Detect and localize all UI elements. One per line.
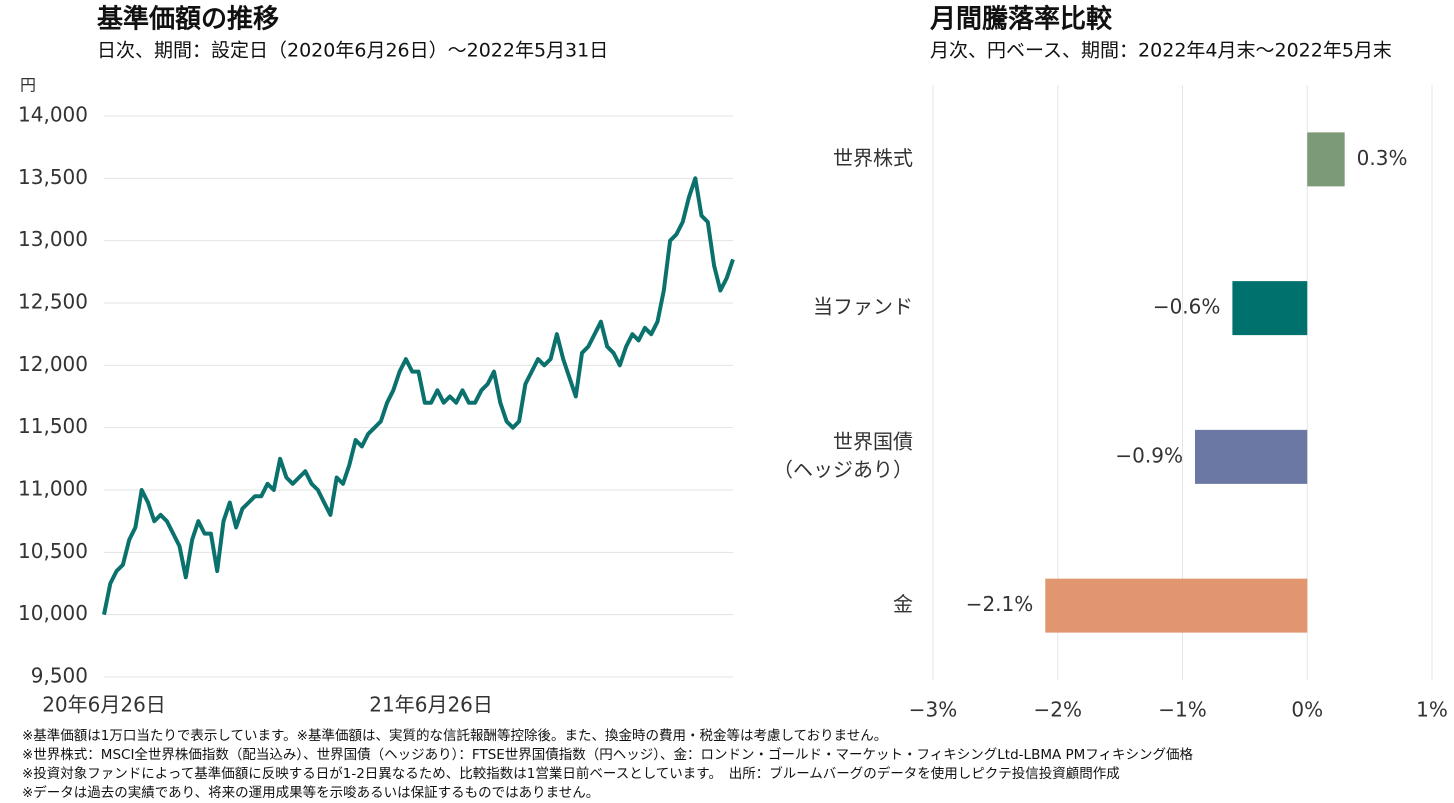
y-tick-label: 当ファンド bbox=[813, 295, 913, 319]
x-tick-label: 20年6月26日 bbox=[42, 693, 166, 717]
y-tick-label: 13,500 bbox=[18, 165, 88, 189]
bar bbox=[1045, 578, 1308, 633]
bar bbox=[1307, 132, 1345, 187]
bar bbox=[1194, 429, 1308, 484]
y-tick-label: （ヘッジあり） bbox=[773, 457, 913, 481]
y-tick-label: 14,000 bbox=[18, 103, 88, 127]
y-tick-label: 11,500 bbox=[18, 414, 88, 438]
x-tick-label: −2% bbox=[1034, 698, 1083, 722]
bar bbox=[1232, 281, 1308, 336]
y-tick-label: 10,000 bbox=[18, 601, 88, 625]
x-tick-label: −1% bbox=[1158, 698, 1207, 722]
footnote: ※基準価額は1万口当たりで表示しています。※基準価額は、実質的な信託報酬等控除後… bbox=[22, 727, 887, 744]
chart-subtitle: 月次、円ベース、期間：2022年4月末～2022年5月末 bbox=[930, 40, 1392, 62]
data-label: 0.3% bbox=[1357, 146, 1408, 170]
y-tick-label: 13,000 bbox=[18, 227, 88, 251]
chart-subtitle: 日次、期間：設定日（2020年6月26日）～2022年5月31日 bbox=[97, 40, 608, 62]
x-tick-label: −3% bbox=[909, 698, 958, 722]
y-axis-label: 円 bbox=[20, 76, 36, 95]
data-label: −0.6% bbox=[1153, 295, 1221, 319]
x-tick-label: 0% bbox=[1291, 698, 1323, 722]
y-tick-label: 世界国債 bbox=[833, 429, 913, 453]
footnote: ※データは過去の実績であり、将来の運用成果等を示唆あるいは保証するものではありま… bbox=[22, 784, 599, 801]
y-tick-label: 9,500 bbox=[31, 664, 88, 688]
chart-title: 月間騰落率比較 bbox=[929, 4, 1113, 35]
y-tick-label: 金 bbox=[893, 592, 913, 616]
x-tick-label: 1% bbox=[1416, 698, 1448, 722]
y-tick-label: 10,500 bbox=[18, 539, 88, 563]
y-tick-label: 世界株式 bbox=[833, 146, 913, 170]
y-tick-label: 12,000 bbox=[18, 352, 88, 376]
footnote: ※投資対象ファンドによって基準価額に反映する日が1-2日異なるため、比較指数は1… bbox=[22, 765, 1120, 782]
footnote: ※世界株式：MSCI全世界株価指数（配当込み）、世界国債（ヘッジあり）：FTSE… bbox=[22, 746, 1194, 763]
line bbox=[102, 176, 735, 616]
x-tick-label: 21年6月26日 bbox=[369, 693, 493, 717]
y-tick-label: 11,000 bbox=[18, 477, 88, 501]
chart-title: 基準価額の推移 bbox=[97, 4, 279, 35]
y-tick-label: 12,500 bbox=[18, 290, 88, 314]
data-label: −0.9% bbox=[1115, 443, 1183, 467]
data-label: −2.1% bbox=[966, 592, 1034, 616]
